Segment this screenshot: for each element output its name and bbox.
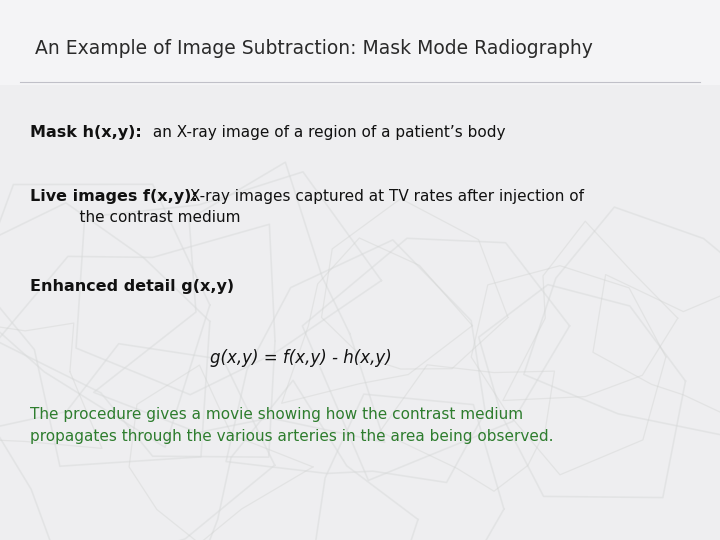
Text: Enhanced detail g(x,y): Enhanced detail g(x,y): [30, 280, 234, 294]
Text: the contrast medium: the contrast medium: [60, 210, 240, 225]
Text: X-ray images captured at TV rates after injection of: X-ray images captured at TV rates after …: [185, 190, 584, 205]
Bar: [0, 0, 720, 85]
Text: Mask h(x,y):: Mask h(x,y):: [30, 125, 142, 139]
Text: The procedure gives a movie showing how the contrast medium: The procedure gives a movie showing how …: [30, 408, 523, 422]
Text: an X-ray image of a region of a patient’s body: an X-ray image of a region of a patient’…: [148, 125, 505, 139]
Text: Live images f(x,y):: Live images f(x,y):: [30, 190, 198, 205]
Text: g(x,y) = f(x,y) - h(x,y): g(x,y) = f(x,y) - h(x,y): [210, 349, 392, 367]
Text: An Example of Image Subtraction: Mask Mode Radiography: An Example of Image Subtraction: Mask Mo…: [35, 38, 593, 57]
Text: propagates through the various arteries in the area being observed.: propagates through the various arteries …: [30, 429, 554, 444]
